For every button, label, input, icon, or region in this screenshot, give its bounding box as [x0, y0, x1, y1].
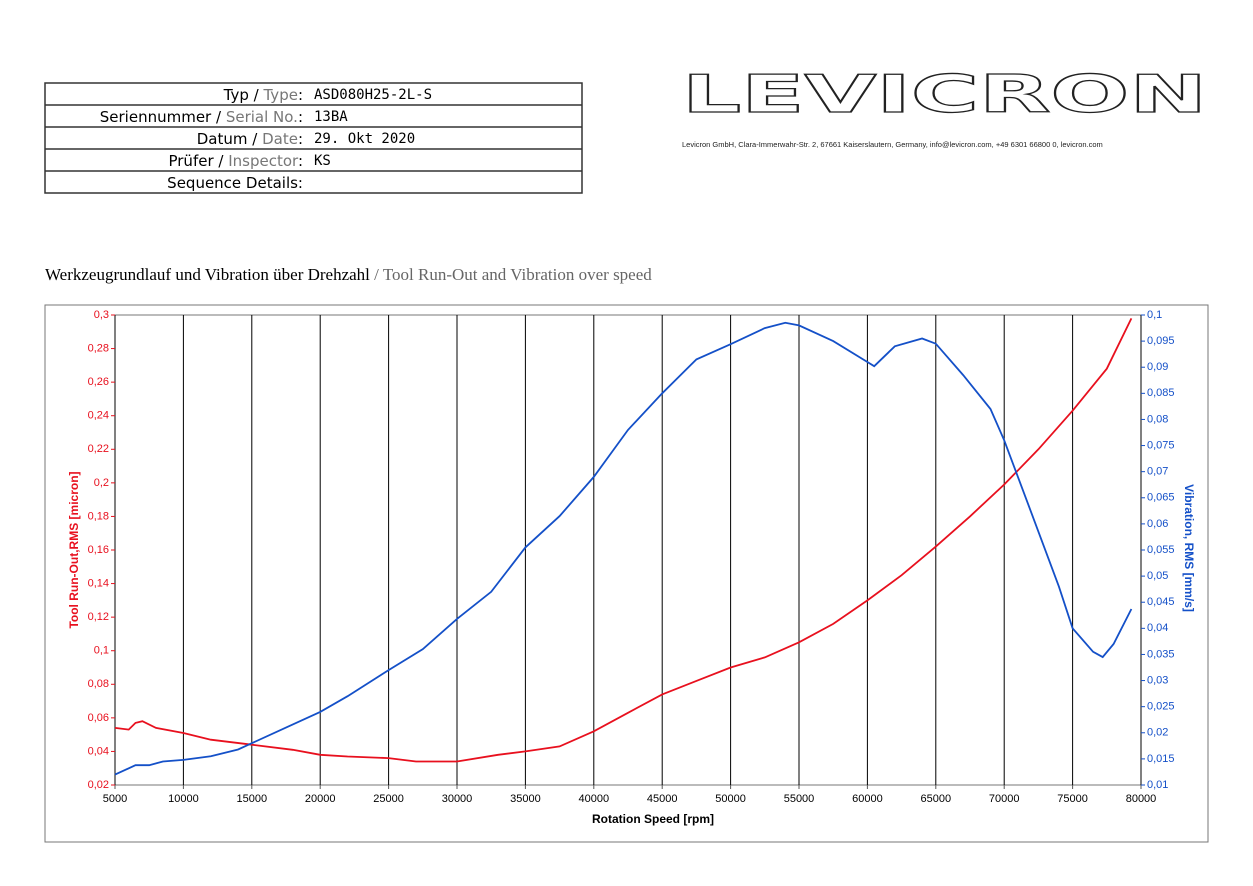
y2-tick-label: 0,065	[1147, 492, 1175, 504]
y2-tick-label: 0,025	[1147, 701, 1175, 713]
row-value: KS	[314, 153, 331, 169]
title-de: Werkzeugrundlauf und Vibration über Dreh…	[45, 265, 370, 284]
label-part: :	[298, 86, 303, 104]
y-tick-label: 0,12	[88, 611, 109, 623]
x-tick-label: 80000	[1126, 793, 1157, 805]
y2-tick-label: 0,05	[1147, 570, 1168, 582]
x-tick-label: 35000	[510, 793, 541, 805]
label-part: Type	[262, 86, 297, 104]
label-part: :	[298, 108, 303, 126]
y2-tick-label: 0,07	[1147, 466, 1168, 478]
row-value: 13BA	[314, 109, 348, 125]
y2-tick-label: 0,06	[1147, 518, 1168, 530]
label-part: Typ /	[223, 86, 264, 104]
y-tick-label: 0,2	[94, 477, 109, 489]
x-tick-label: 30000	[442, 793, 473, 805]
label-part: Inspector	[228, 152, 299, 170]
row-label: Prüfer / Inspector:	[168, 152, 303, 170]
x-tick-label: 25000	[373, 793, 404, 805]
y-tick-label: 0,02	[88, 779, 109, 791]
y2-tick-label: 0,02	[1147, 727, 1168, 739]
row-label: Datum / Date:	[197, 130, 303, 148]
label-part: Sequence Details:	[167, 174, 303, 192]
x-tick-label: 70000	[989, 793, 1020, 805]
x-tick-label: 40000	[579, 793, 610, 805]
series-line	[114, 318, 1133, 763]
label-part: Datum /	[197, 130, 262, 148]
plot-area	[114, 314, 1142, 786]
label-part: Serial No.	[226, 108, 298, 126]
row-label: Seriennummer / Serial No.:	[100, 108, 303, 126]
y2-tick-label: 0,085	[1147, 387, 1175, 399]
x-tick-label: 55000	[784, 793, 815, 805]
title-en: / Tool Run-Out and Vibration over speed	[370, 265, 652, 284]
y-tick-label: 0,18	[88, 510, 109, 522]
x-tick-label: 15000	[237, 793, 268, 805]
row-value: 29. Okt 2020	[314, 131, 415, 147]
y2-axis-label: Vibration, RMS [mm/s]	[1182, 484, 1196, 612]
y-tick-label: 0,3	[94, 309, 109, 321]
label-part: :	[298, 152, 303, 170]
x-tick-label: 5000	[103, 793, 127, 805]
info-table	[44, 82, 583, 194]
y2-tick-label: 0,09	[1147, 361, 1168, 373]
label-part: Date	[262, 130, 298, 148]
row-label: Sequence Details:	[167, 174, 303, 192]
y-tick-label: 0,06	[88, 712, 109, 724]
x-tick-label: 45000	[647, 793, 678, 805]
chart-title: Werkzeugrundlauf und Vibration über Dreh…	[45, 265, 652, 284]
y2-tick-label: 0,1	[1147, 309, 1162, 321]
y2-tick-label: 0,015	[1147, 753, 1175, 765]
y-tick-label: 0,28	[88, 342, 109, 354]
y-tick-label: 0,26	[88, 376, 109, 388]
y2-tick-label: 0,01	[1147, 779, 1168, 791]
address: Levicron GmbH, Clara-Immerwahr-Str. 2, 6…	[682, 140, 1103, 149]
y2-tick-label: 0,075	[1147, 439, 1175, 451]
x-tick-label: 10000	[168, 793, 199, 805]
label-part: Seriennummer /	[100, 108, 226, 126]
y2-tick-label: 0,095	[1147, 335, 1175, 347]
label-part: :	[298, 130, 303, 148]
y2-tick-label: 0,035	[1147, 648, 1175, 660]
x-tick-label: 60000	[852, 793, 883, 805]
logo: LEVICRON	[682, 65, 1207, 125]
x-tick-label: 50000	[715, 793, 746, 805]
y2-tick-label: 0,04	[1147, 622, 1168, 634]
y-tick-label: 0,22	[88, 443, 109, 455]
y-tick-label: 0,14	[88, 577, 109, 589]
row-value: ASD080H25-2L-S	[314, 87, 432, 103]
y-tick-label: 0,08	[88, 678, 109, 690]
y2-tick-label: 0,045	[1147, 596, 1175, 608]
y-axis-label: Tool Run-Out,RMS [micron]	[67, 471, 81, 628]
y-tick-label: 0,16	[88, 544, 109, 556]
y2-tick-label: 0,08	[1147, 413, 1168, 425]
y2-tick-label: 0,03	[1147, 674, 1168, 686]
x-tick-label: 20000	[305, 793, 336, 805]
row-label: Typ / Type:	[223, 86, 303, 104]
series-line	[114, 321, 1133, 776]
y-tick-label: 0,1	[94, 645, 109, 657]
x-tick-label: 65000	[921, 793, 952, 805]
chart-frame	[44, 304, 1209, 843]
x-axis-label: Rotation Speed [rpm]	[592, 812, 714, 826]
y-tick-label: 0,04	[88, 745, 109, 757]
label-part: Prüfer /	[168, 152, 228, 170]
y2-tick-label: 0,055	[1147, 544, 1175, 556]
x-tick-label: 75000	[1057, 793, 1088, 805]
y-tick-label: 0,24	[88, 410, 109, 422]
